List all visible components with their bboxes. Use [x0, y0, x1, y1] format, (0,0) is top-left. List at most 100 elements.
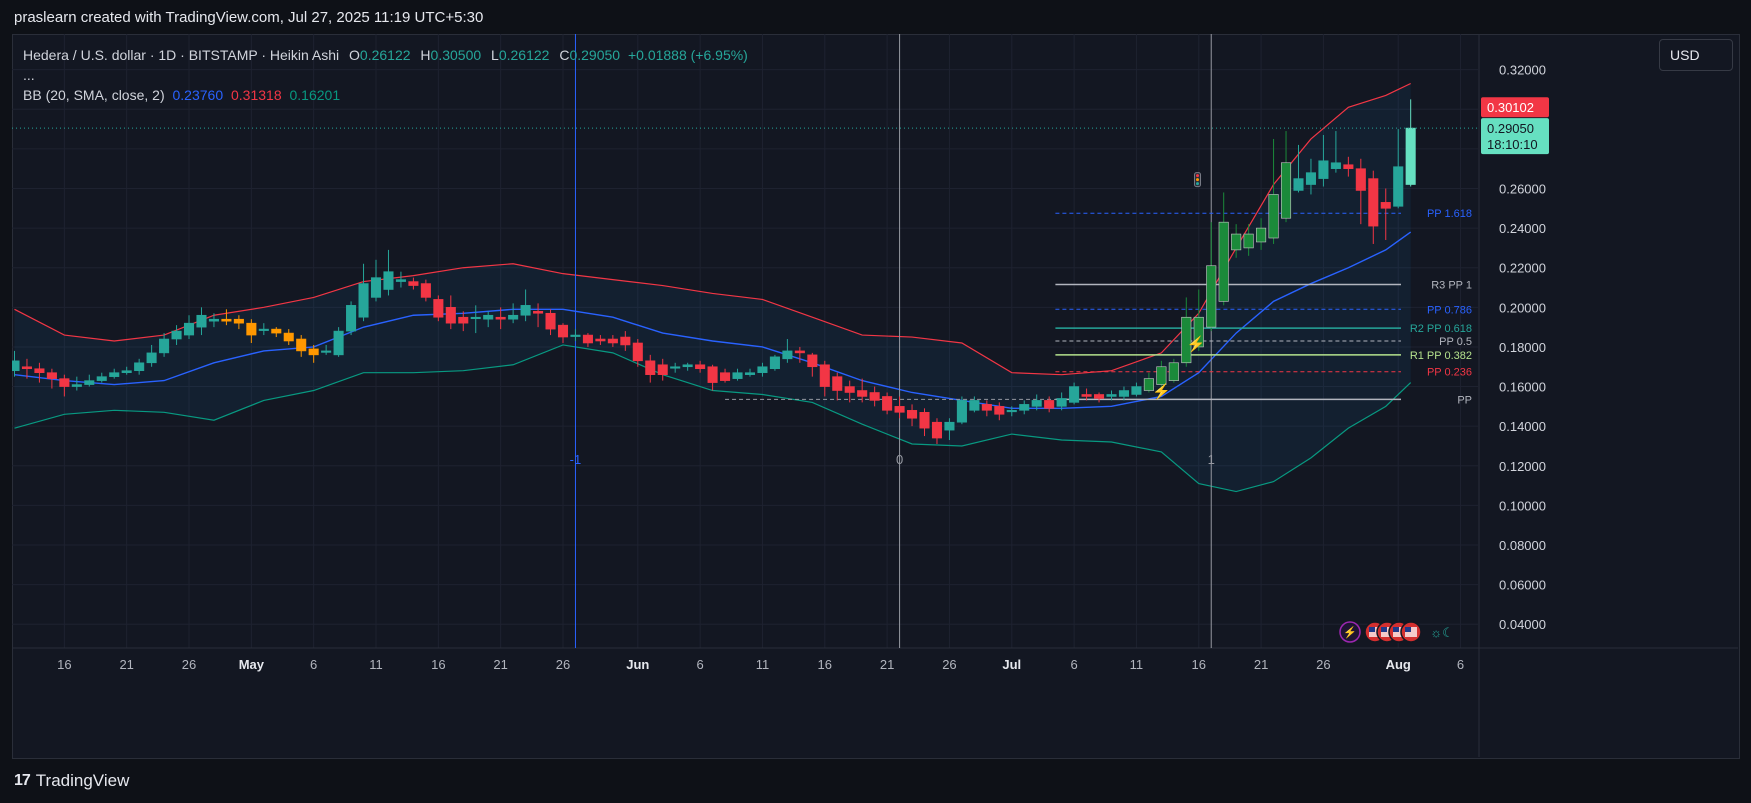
chart-legend: Hedera / U.S. dollar · 1D · BITSTAMP · H… — [23, 45, 748, 105]
x-tick-label: Aug — [1386, 657, 1411, 672]
candle-body — [1243, 233, 1254, 249]
low-value: 0.26122 — [498, 47, 550, 63]
candle-body — [632, 342, 643, 362]
flag-canton — [1405, 627, 1411, 632]
candle-body — [682, 364, 693, 368]
vertical-marker-label: 0 — [896, 452, 903, 467]
x-tick-label: 21 — [880, 657, 894, 672]
candle-body — [1305, 172, 1316, 185]
candle-body — [707, 366, 718, 383]
lightning-icon: ⚡ — [1187, 335, 1206, 353]
session-icon: ☼☾ — [1430, 625, 1454, 640]
candle-body — [258, 328, 269, 331]
signal-icon-dot — [1196, 178, 1200, 182]
y-tick-label: 0.10000 — [1499, 498, 1546, 513]
x-tick-label: 16 — [57, 657, 71, 672]
candle-body — [296, 338, 307, 352]
bb-lower-line — [14, 344, 1412, 493]
high-label: H — [420, 47, 431, 63]
candle-body — [84, 380, 95, 385]
flag-canton — [1381, 627, 1387, 632]
candle-body — [1118, 390, 1129, 397]
low-label: L — [491, 47, 499, 63]
x-tick-label: 6 — [310, 657, 317, 672]
candle-body — [12, 360, 20, 372]
candle-body — [470, 316, 481, 320]
candle-body — [919, 412, 930, 429]
lightning-icon: ⚡ — [1152, 382, 1171, 400]
candle-body — [520, 305, 531, 316]
symbol-title[interactable]: Hedera / U.S. dollar · 1D · BITSTAMP · H… — [23, 47, 340, 63]
bb-lower-value: 0.16201 — [289, 87, 341, 103]
footer-brand[interactable]: 17 TradingView — [14, 771, 129, 791]
x-tick-label: Jun — [626, 657, 649, 672]
candle-body — [134, 362, 145, 372]
upper-band-price-label: 0.30102 — [1487, 100, 1534, 115]
more-toggle[interactable]: ... — [23, 67, 35, 83]
x-tick-label: 16 — [431, 657, 445, 672]
y-tick-label: 0.14000 — [1499, 419, 1546, 434]
candle-body — [1355, 168, 1366, 191]
candle-body — [333, 330, 344, 356]
x-tick-label: 6 — [1070, 657, 1077, 672]
bar-countdown-label: 18:10:10 — [1487, 137, 1538, 152]
x-tick-label: 11 — [1130, 657, 1144, 672]
candle-body — [1143, 378, 1154, 391]
currency-button[interactable]: USD — [1659, 39, 1733, 71]
current-price-tag — [1481, 118, 1549, 155]
candle-body — [807, 354, 818, 368]
change-value: +0.01888 (+6.95%) — [627, 47, 748, 63]
bb-basis-line — [14, 231, 1412, 410]
bb-indicator-row[interactable]: BB (20, SMA, close, 2) 0.23760 0.31318 0… — [23, 85, 748, 105]
candle-body — [607, 338, 618, 344]
candle-body — [794, 350, 805, 354]
candle-body — [321, 350, 332, 353]
attribution-text: praslearn created with TradingView.com, … — [14, 9, 484, 26]
candle-body — [1056, 398, 1067, 407]
candle-body — [1293, 178, 1304, 191]
x-tick-label: 26 — [556, 657, 570, 672]
candle-body — [1019, 404, 1030, 411]
x-tick-label: May — [239, 657, 265, 672]
tradingview-logo-icon: 17 — [14, 772, 31, 789]
candle-body — [595, 338, 606, 342]
lightning-event-icon[interactable] — [1339, 621, 1361, 643]
candle-body — [1393, 166, 1404, 207]
candle-body — [882, 396, 893, 411]
upper-band-price-tag — [1481, 97, 1549, 118]
candle-body — [346, 305, 357, 332]
candle-body — [657, 364, 668, 375]
y-tick-label: 0.08000 — [1499, 538, 1546, 553]
candle-body — [159, 338, 170, 354]
vertical-marker-label: 1 — [1208, 452, 1215, 467]
signal-icon-dot — [1196, 182, 1200, 186]
candle-body — [570, 334, 581, 337]
candle-body — [408, 281, 419, 286]
candle-body — [944, 421, 955, 431]
candle-body — [46, 372, 57, 379]
candle-body — [1031, 400, 1042, 407]
candle-body — [420, 283, 431, 298]
candle-body — [1206, 265, 1217, 328]
candle-body — [1268, 194, 1279, 239]
pivot-label: R1 PP 0.382 — [1410, 350, 1472, 362]
candle-body — [1380, 202, 1391, 209]
candle-body — [844, 386, 855, 393]
candle-body — [1069, 386, 1080, 403]
candles — [12, 99, 1416, 444]
candle-body — [1193, 316, 1204, 348]
candle-body — [832, 376, 843, 391]
candle-body — [645, 360, 656, 375]
candle-body — [370, 277, 382, 298]
close-value: 0.29050 — [569, 47, 621, 63]
candle-body — [720, 372, 731, 381]
pivot-label: PP 0.786 — [1427, 304, 1472, 316]
x-tick-label: 21 — [493, 657, 507, 672]
candle-body — [819, 364, 830, 387]
candle-body — [233, 318, 244, 324]
candle-body — [308, 348, 319, 356]
x-tick-label: 21 — [119, 657, 133, 672]
candle-body — [931, 421, 943, 439]
x-tick-label: 11 — [369, 657, 383, 672]
